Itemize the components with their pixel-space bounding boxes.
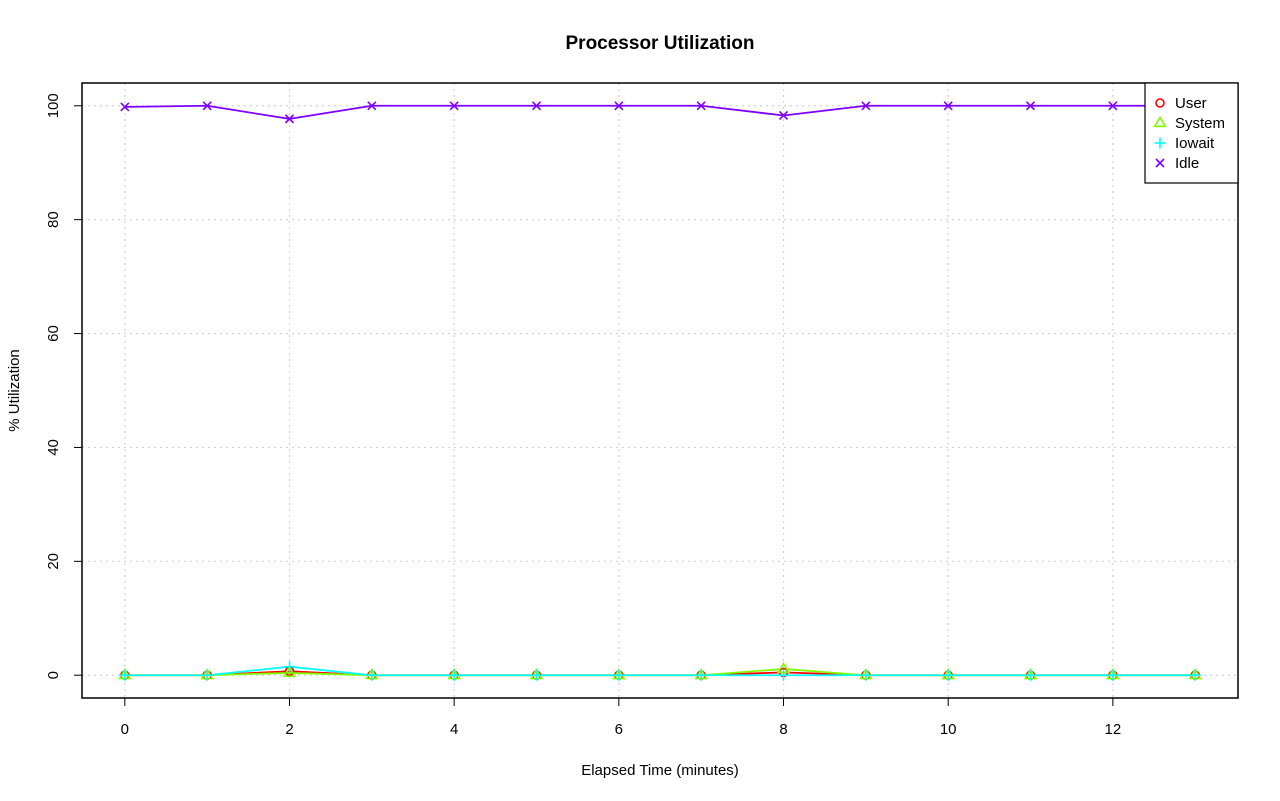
series-line-iowait: [124, 665, 1196, 677]
data-point-iowait-8: [778, 669, 790, 681]
data-point-idle-8: [778, 110, 789, 121]
series-line-idle: [124, 104, 1196, 120]
data-point-system-2: [282, 665, 297, 678]
y-tick-label-0: 0: [45, 671, 62, 679]
data-point-idle-1: [202, 101, 212, 111]
data-point-iowait-4: [448, 669, 460, 681]
axes: 0 2 4 6 8 10 12 0 20 40 60 80 100: [45, 93, 1121, 738]
data-point-iowait-13: [1189, 669, 1201, 681]
data-point-idle-9: [861, 101, 871, 111]
data-point-idle-2: [284, 114, 295, 124]
data-point-idle-11: [1025, 101, 1036, 111]
data-point-iowait-5: [530, 669, 542, 681]
data-point-idle-10: [943, 101, 953, 111]
data-point-iowait-10: [942, 669, 954, 681]
data-point-idle-12: [1108, 101, 1118, 111]
x-axis-label: Elapsed Time (minutes): [581, 762, 739, 779]
x-tick-label-2: 2: [285, 721, 293, 738]
data-point-idle-7: [696, 101, 706, 111]
legend-label-system: System: [1175, 115, 1225, 132]
x-tick-label-6: 6: [615, 721, 623, 738]
x-tick-label-12: 12: [1105, 721, 1122, 738]
data-point-idle-0: [120, 102, 130, 112]
legend-marker-user: [1155, 98, 1165, 108]
x-tick-label-10: 10: [940, 721, 957, 738]
y-tick-label-20: 20: [45, 553, 62, 570]
y-tick-label-40: 40: [45, 439, 62, 456]
data-point-iowait-6: [613, 669, 625, 681]
legend-marker-idle: [1155, 158, 1165, 168]
data-point-iowait-3: [366, 669, 378, 681]
x-tick-label-0: 0: [121, 721, 129, 738]
series-markers: [118, 101, 1202, 681]
legend-marker-system: [1153, 115, 1167, 128]
legend-label-iowait: Iowait: [1175, 135, 1215, 152]
series-lines: [124, 104, 1196, 677]
data-point-idle-4: [449, 101, 459, 111]
data-point-iowait-11: [1025, 669, 1037, 681]
data-point-idle-3: [367, 101, 377, 111]
data-point-iowait-2: [283, 661, 295, 673]
chart-title: Processor Utilization: [566, 33, 755, 54]
x-tick-label-4: 4: [450, 721, 458, 738]
legend-label-idle: Idle: [1175, 155, 1199, 172]
data-point-iowait-12: [1107, 669, 1119, 681]
data-point-iowait-1: [201, 669, 213, 681]
legend-label-user: User: [1175, 95, 1207, 112]
data-point-idle-5: [531, 101, 542, 111]
x-tick-label-8: 8: [779, 721, 787, 738]
data-point-iowait-7: [695, 669, 707, 681]
data-point-idle-6: [614, 101, 624, 111]
y-tick-label-80: 80: [45, 211, 62, 228]
y-axis-label: % Utilization: [6, 349, 23, 432]
data-point-iowait-0: [119, 669, 131, 681]
y-tick-label-100: 100: [45, 93, 62, 118]
legend: User System Iowait Idle: [1144, 82, 1239, 184]
legend-marker-iowait: [1154, 137, 1166, 149]
y-tick-label-60: 60: [45, 325, 62, 342]
data-point-iowait-9: [860, 669, 872, 681]
